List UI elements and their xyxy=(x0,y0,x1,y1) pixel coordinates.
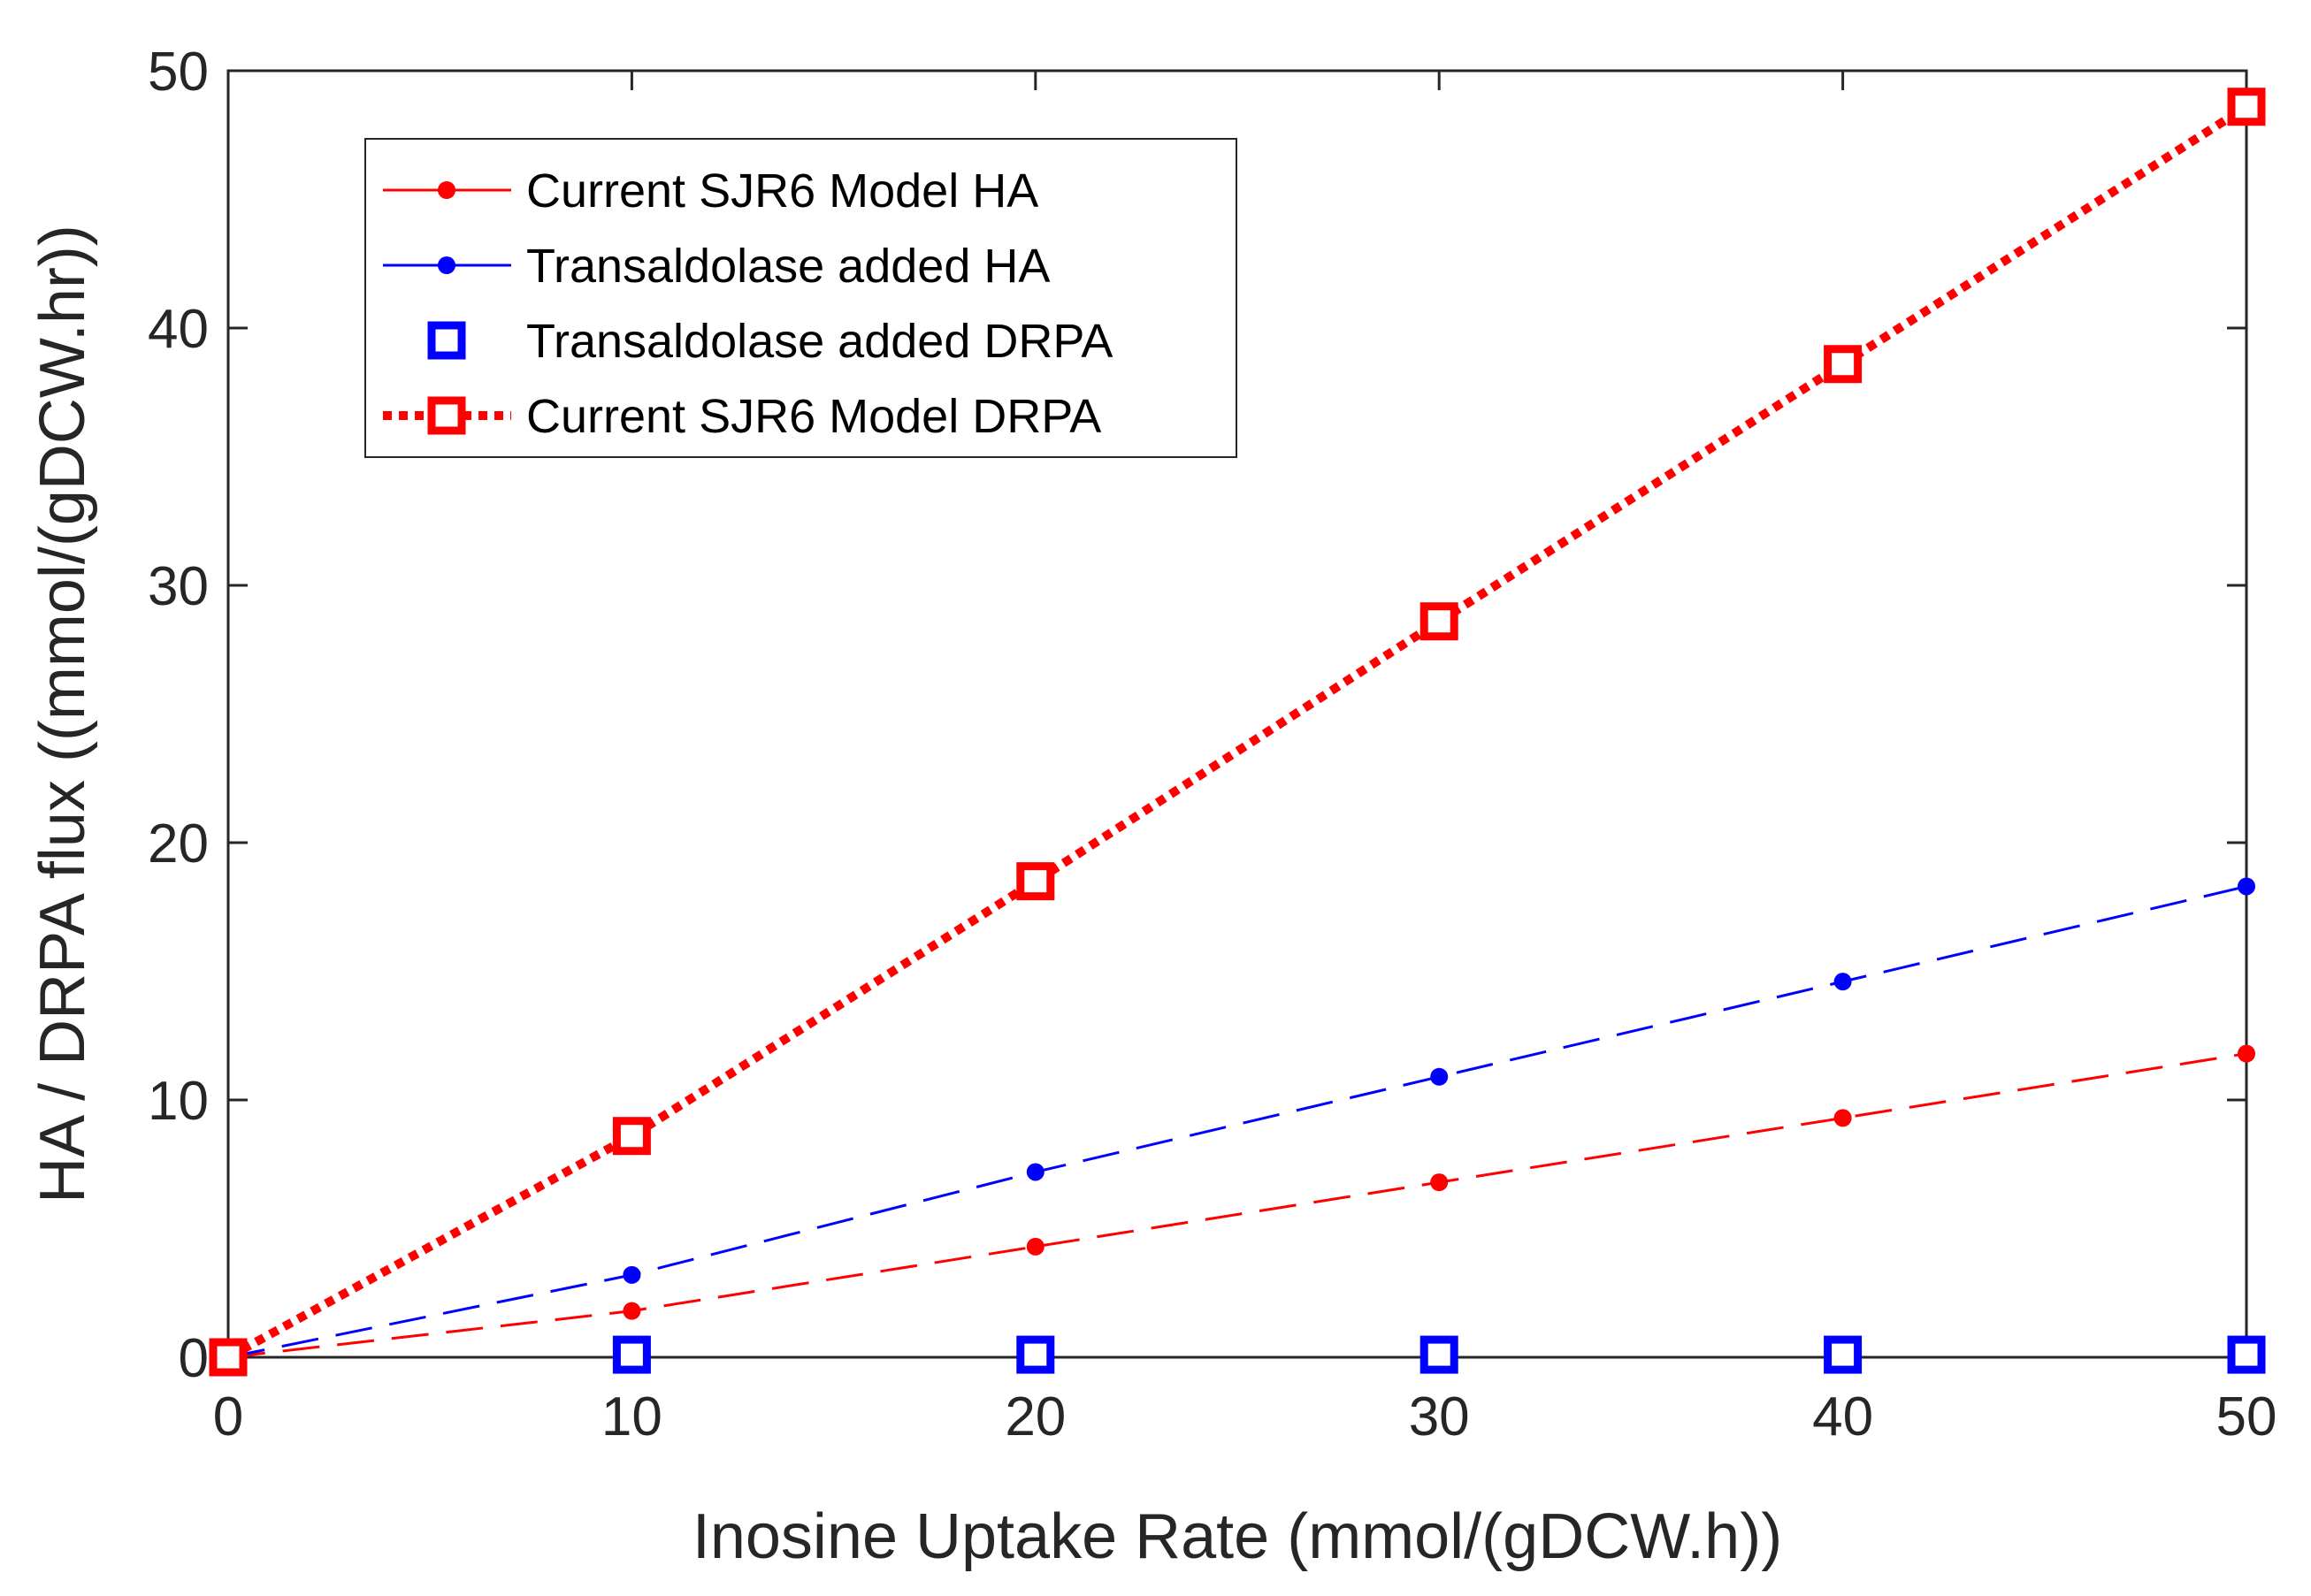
data-point xyxy=(1430,1173,1449,1192)
x-tick-label: 30 xyxy=(1409,1386,1470,1447)
data-point xyxy=(209,1338,248,1377)
x-axis-title: Inosine Uptake Rate (mmol/(gDCW.h)) xyxy=(693,1501,1782,1572)
y-tick-label: 40 xyxy=(148,299,209,360)
series-line xyxy=(227,1052,2247,1359)
data-point xyxy=(1420,602,1458,641)
x-tick-label: 0 xyxy=(213,1386,243,1447)
series-layer xyxy=(209,88,2266,1377)
y-tick-label: 0 xyxy=(179,1328,209,1389)
y-tick-label: 30 xyxy=(148,556,209,617)
data-point xyxy=(623,1302,641,1320)
legend: Current SJR6 Model HA Transaldolase added… xyxy=(364,138,1237,458)
data-point xyxy=(2227,88,2266,126)
data-point xyxy=(1026,1237,1045,1256)
legend-marker xyxy=(427,321,466,360)
data-point xyxy=(623,1265,641,1284)
legend-marker xyxy=(438,256,455,274)
data-point xyxy=(612,1117,651,1156)
data-point xyxy=(2227,1335,2266,1374)
x-tick-label: 40 xyxy=(1812,1386,1873,1447)
legend-box xyxy=(364,138,1237,458)
data-point xyxy=(1833,1109,1852,1127)
series-line xyxy=(227,885,2247,1359)
data-point xyxy=(1824,1335,1863,1374)
legend-marker xyxy=(427,396,466,435)
legend-label: Transaldolase added DRPA xyxy=(526,315,1113,368)
legend-label: Current SJR6 Model DRPA xyxy=(526,390,1101,443)
legend-marker xyxy=(438,181,455,199)
x-tick-label: 10 xyxy=(601,1386,662,1447)
axis-ticks: 0 10 20 30 40 50 0 10 20 30 40 50 xyxy=(148,42,2277,1447)
legend-label: Current SJR6 Model HA xyxy=(526,164,1038,218)
x-tick-label: 20 xyxy=(1005,1386,1066,1447)
data-point xyxy=(1016,1335,1055,1374)
axes-frame xyxy=(226,69,2248,1359)
plot-area-border xyxy=(226,69,2248,1359)
data-point xyxy=(612,1335,651,1374)
y-tick-label: 20 xyxy=(148,813,209,874)
data-point xyxy=(1420,1335,1458,1374)
y-axis-title: HA / DRPA flux ((mmol/(gDCW.hr)) xyxy=(27,225,98,1203)
data-point xyxy=(1833,973,1852,991)
data-point xyxy=(1016,862,1055,901)
legend-label: Transaldolase added HA xyxy=(526,240,1050,293)
data-point xyxy=(2238,1044,2255,1063)
y-tick-label: 50 xyxy=(148,42,209,103)
x-tick-label: 50 xyxy=(2216,1386,2277,1447)
data-point xyxy=(1026,1163,1045,1181)
data-point xyxy=(2238,877,2255,896)
series-line xyxy=(226,103,2249,1362)
y-tick-label: 10 xyxy=(148,1071,209,1132)
data-point xyxy=(1430,1067,1449,1086)
series-3 xyxy=(209,88,2266,1377)
data-point xyxy=(1824,345,1863,384)
